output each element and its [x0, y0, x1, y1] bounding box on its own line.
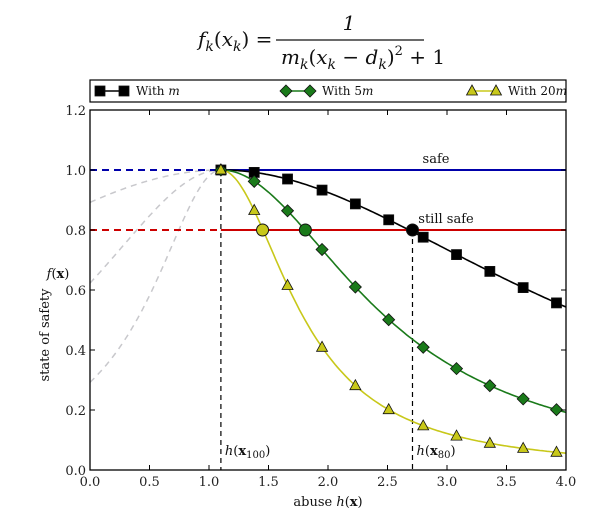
y-tick-label: 1.2	[65, 104, 86, 119]
data-point-triangle	[417, 419, 430, 431]
intersection-point	[256, 223, 270, 237]
data-point-diamond	[280, 204, 295, 218]
intersection-point	[298, 223, 312, 237]
x-tick-label: 3.5	[496, 475, 517, 490]
data-point-triangle	[349, 378, 362, 391]
x-tick-label: 1.0	[199, 475, 220, 490]
data-point-square	[349, 198, 361, 210]
x-axis-label: abuse h(x)	[293, 495, 362, 510]
data-point-square	[417, 231, 429, 243]
data-point-square	[282, 173, 293, 185]
y-tick-label: 0.6	[65, 284, 86, 299]
legend-label: With 5m	[322, 84, 373, 98]
data-point-square	[484, 265, 496, 277]
data-point-diamond	[416, 340, 430, 354]
legend-marker-square	[118, 85, 130, 97]
legend-marker-square	[94, 85, 106, 97]
data-point-triangle	[550, 445, 563, 457]
data-point-triangle	[281, 278, 294, 290]
data-point-square	[383, 214, 395, 226]
series-line-with-m	[220, 169, 566, 308]
mirror-curve	[90, 169, 221, 383]
legend: With m With 5m With 20m	[89, 79, 567, 103]
markers	[214, 163, 564, 457]
data-point-diamond	[516, 392, 530, 406]
data-point-diamond	[247, 174, 261, 188]
legend-marker-triangle	[465, 84, 479, 96]
series-line-with-20m	[220, 169, 566, 454]
still-safe-label: still safe	[418, 212, 474, 227]
safe-label: safe	[423, 152, 450, 167]
axes-frame	[89, 109, 567, 471]
data-point-square	[451, 249, 462, 261]
formula-lhs: fk(xk) =	[196, 27, 272, 55]
y-tick-label: 0.2	[65, 404, 86, 419]
data-point-diamond	[449, 362, 464, 376]
y-tick-label: 0.8	[65, 224, 86, 239]
vline-label-80: h(x80)	[416, 444, 455, 461]
y-tick-label: 1.0	[65, 164, 86, 179]
legend-marker-diamond	[279, 84, 293, 98]
data-point-triangle	[483, 436, 497, 448]
legend-item-with-m: With m	[94, 84, 180, 98]
mirror-curve	[90, 169, 221, 284]
x-tick-label: 4.0	[556, 475, 577, 490]
y-tick-label: 0.0	[65, 464, 86, 479]
formula-denominator: mk(xk − dk)2 + 1	[281, 44, 445, 73]
intersection-point	[405, 223, 419, 237]
data-point-triangle	[315, 340, 329, 352]
mirror-curve	[90, 169, 221, 204]
formula-numerator: 1	[343, 11, 356, 35]
data-point-diamond	[348, 280, 362, 294]
data-point-square	[517, 282, 529, 294]
legend-items: With m With 5m With 20m	[94, 84, 567, 98]
data-point-diamond	[382, 313, 396, 327]
x-tick-label: 3.0	[437, 475, 458, 490]
legend-item-with-20m: With 20m	[465, 84, 567, 98]
x-tick-label: 2.0	[318, 475, 339, 490]
x-tick-label: 1.5	[258, 475, 279, 490]
x-tick-label: 0.5	[139, 475, 160, 490]
legend-label: With 20m	[508, 84, 567, 98]
vline-label-100: h(x100)	[225, 444, 270, 461]
data-point-diamond	[483, 379, 497, 393]
y-axis-label: state of safety	[38, 288, 53, 382]
legend-marker-diamond	[303, 84, 317, 98]
legend-item-with-5m: With 5m	[279, 84, 373, 98]
x-tick-label: 0.0	[80, 475, 101, 490]
data-point-square	[316, 184, 328, 196]
data-point-triangle	[516, 441, 530, 453]
legend-box	[89, 79, 567, 103]
data-point-square	[551, 297, 562, 309]
formula: fk(xk) = 1 mk(xk − dk)2 + 1	[196, 11, 445, 73]
y-tick-label: 0.4	[65, 344, 86, 359]
data-point-triangle	[214, 163, 228, 175]
plot-area: 0.0 0.5 1.0 1.5 2.0 2.5 3.0 3.5 4.0 0.0 0.2 0.4 0.6 0…	[38, 104, 576, 510]
series-line-with-5m	[220, 169, 566, 414]
legend-marker-triangle	[489, 84, 503, 96]
data-point-diamond	[315, 242, 329, 257]
x-tick-label: 2.5	[377, 475, 398, 490]
legend-label: With m	[136, 84, 180, 98]
data-point-triangle	[382, 402, 395, 415]
y-axis-symbol: f(x)	[46, 267, 70, 282]
data-point-diamond	[549, 403, 564, 417]
data-point-triangle	[450, 429, 463, 441]
data-point-triangle	[248, 203, 261, 215]
plot-inner	[90, 169, 566, 470]
